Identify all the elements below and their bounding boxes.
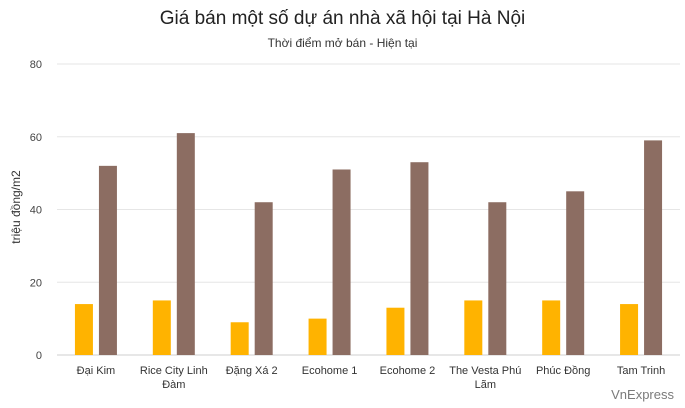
bar [308, 318, 327, 355]
bar [464, 300, 483, 355]
x-tick-label: Ecohome 1 [302, 365, 358, 377]
bar [230, 322, 249, 355]
x-tick-label: Đặng Xá 2 [226, 365, 278, 377]
bar [566, 191, 585, 355]
y-tick-label: 0 [36, 350, 42, 362]
bar [644, 140, 663, 355]
x-tick-label: The Vesta Phú [449, 365, 521, 377]
bar [98, 165, 117, 355]
bar [542, 300, 561, 355]
bar [410, 162, 429, 355]
bar [74, 304, 93, 355]
x-tick-label: Ecohome 2 [380, 365, 436, 377]
y-tick-label: 20 [30, 277, 42, 289]
bars [74, 133, 663, 355]
x-tick-label: Đàm [162, 379, 185, 391]
y-tick-label: 60 [30, 132, 42, 144]
x-tick-label: Đại Kim [77, 365, 116, 377]
y-tick-labels: 0 20 40 60 80 [30, 59, 42, 362]
x-category-labels: Đại Kim Rice City Linh Đàm Đặng Xá 2 Ecohome… [77, 365, 666, 391]
y-tick-label: 80 [30, 59, 42, 71]
chart-subtitle: Thời điểm mở bán - Hiện tại [267, 36, 418, 50]
bar [386, 307, 405, 355]
x-tick-label: Rice City Linh [140, 365, 208, 377]
x-tick-label: Tam Trinh [617, 365, 665, 377]
gridlines [57, 63, 680, 356]
bar [176, 133, 195, 355]
bar [152, 300, 171, 355]
bar [488, 202, 507, 355]
watermark: VnExpress [611, 387, 674, 402]
x-tick-label: Phúc Đồng [536, 365, 590, 377]
y-tick-label: 40 [30, 205, 42, 217]
x-tick-label: Lãm [475, 379, 496, 391]
bar [254, 202, 273, 355]
bar [332, 169, 351, 355]
bar [620, 304, 639, 355]
chart-title: Giá bán một số dự án nhà xã hội tại Hà N… [159, 8, 526, 29]
